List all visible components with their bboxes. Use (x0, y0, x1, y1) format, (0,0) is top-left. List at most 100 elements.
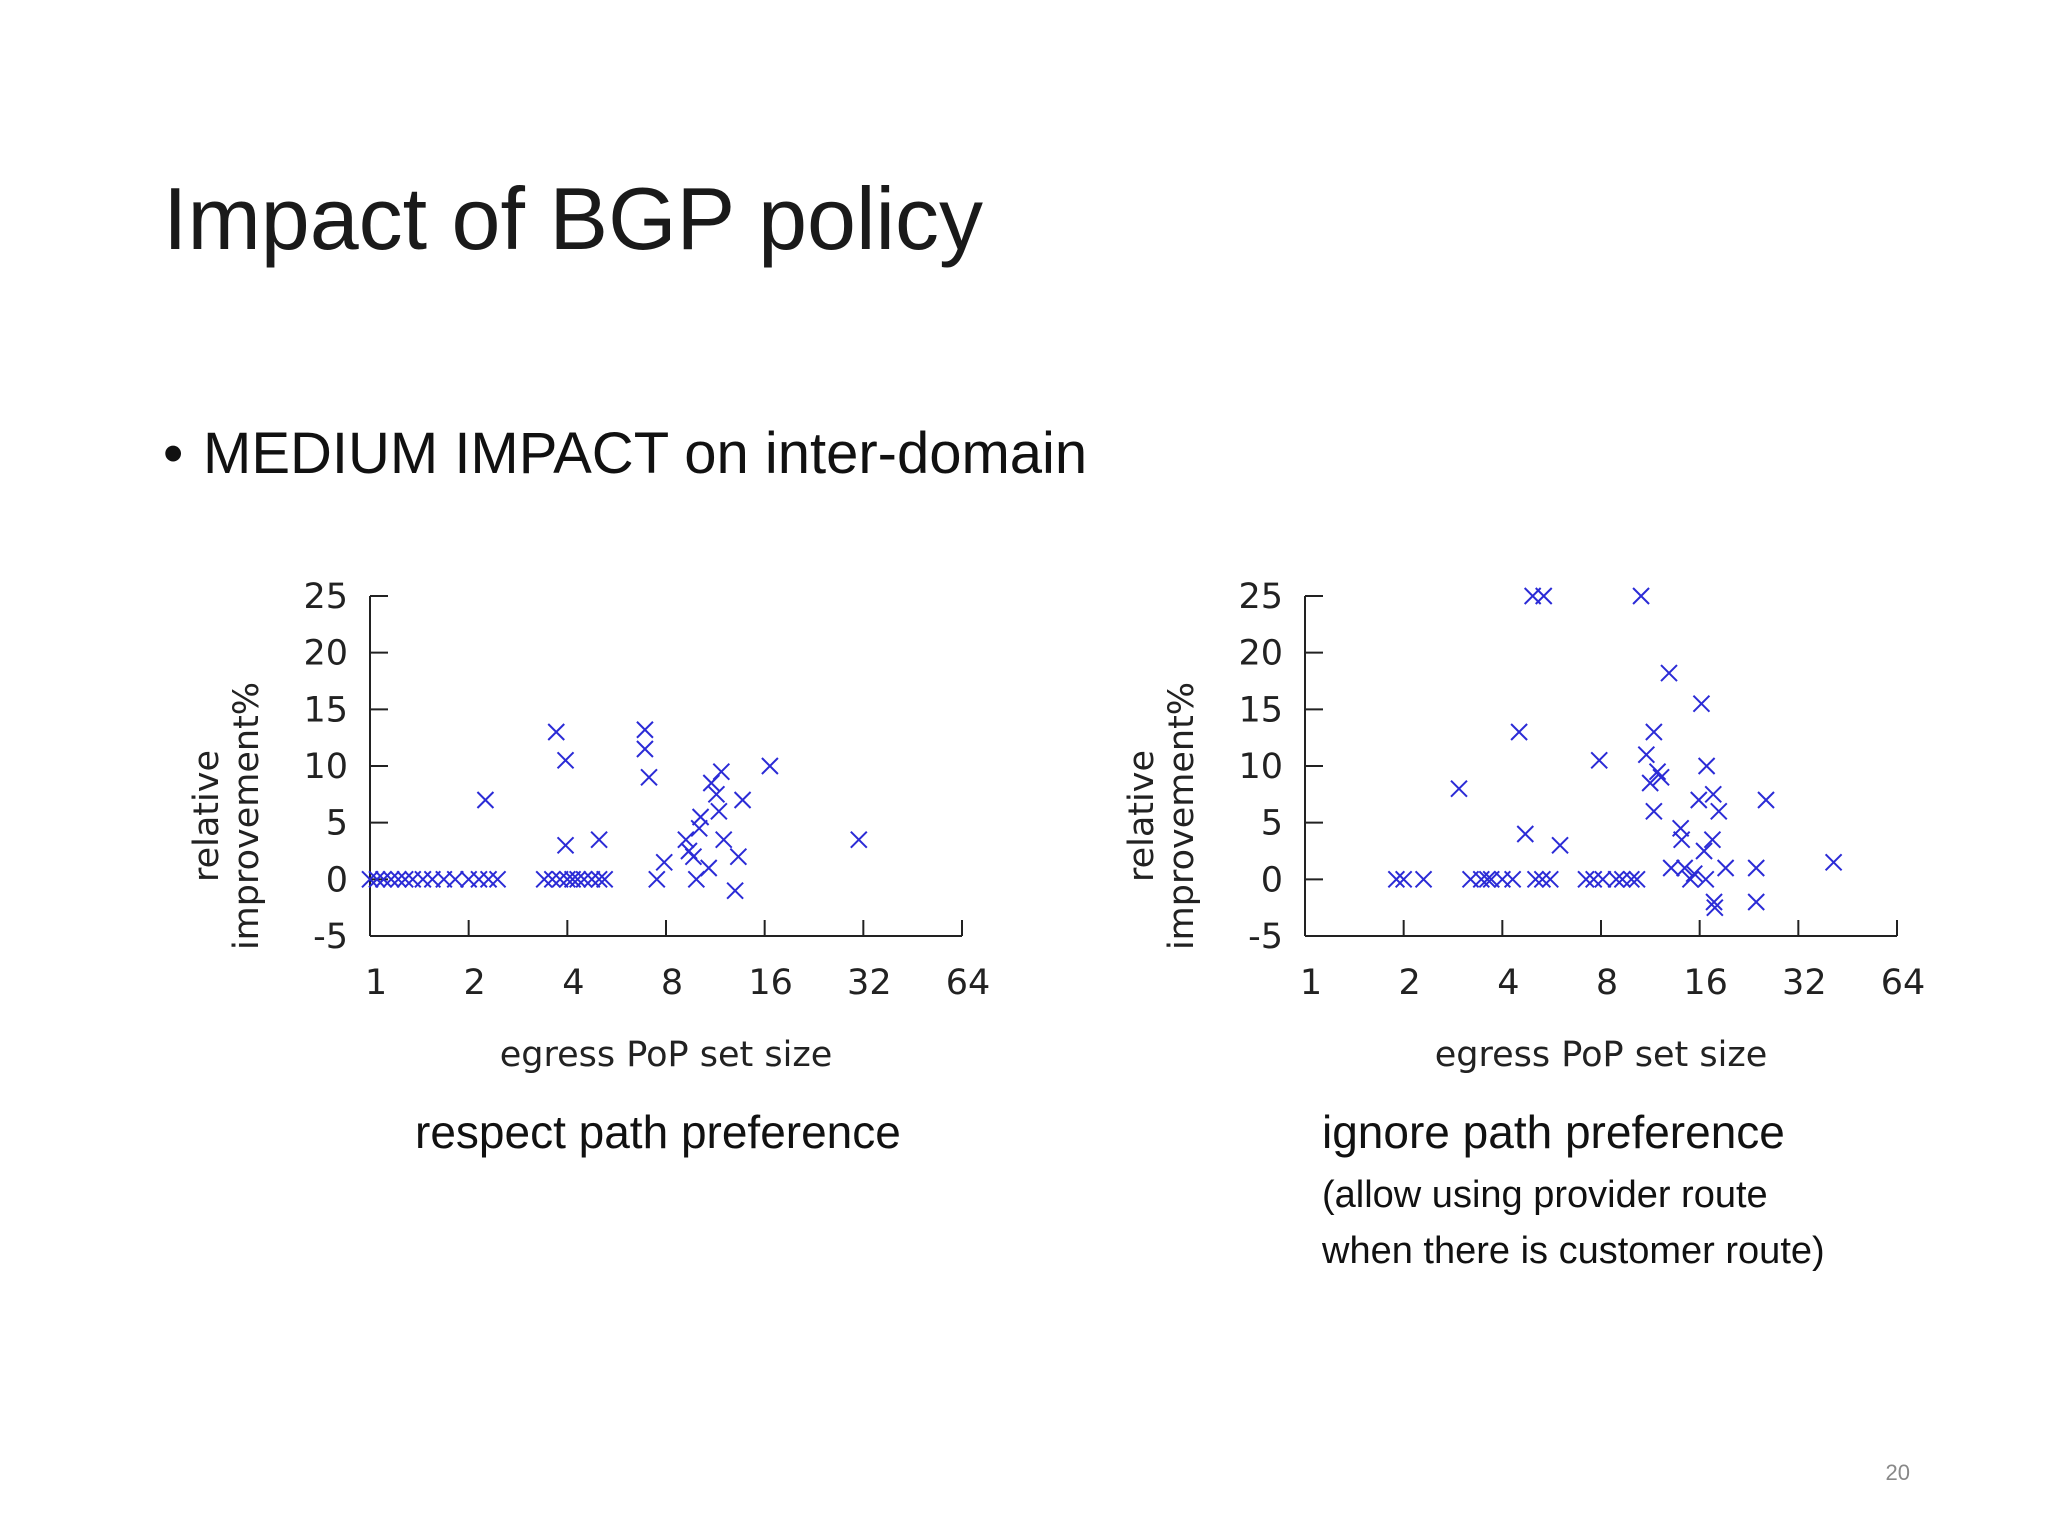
data-point-marker (1622, 870, 1641, 889)
y-tick-label: 15 (303, 690, 348, 730)
x-tick-label: 32 (1782, 963, 1827, 1003)
scatter-chart-respect: -5 0 5 10 15 20 25 1 2 4 8 16 32 64 egress PoP set siz… (187, 577, 991, 1075)
data-point-marker (1648, 762, 1667, 781)
y-tick-label: 0 (1261, 860, 1283, 900)
data-point-marker (551, 870, 569, 889)
y-tick-label: 0 (326, 860, 348, 900)
data-point-marker (850, 830, 868, 849)
data-point-marker (1757, 791, 1775, 809)
x-tick-label: 64 (1881, 963, 1926, 1003)
data-point-marker (479, 870, 498, 889)
x-tick-label: 1 (1300, 963, 1322, 1003)
y-axis-label-line: relative (187, 750, 227, 882)
data-point-marker (1613, 870, 1632, 889)
x-tick-label: 8 (1596, 963, 1618, 1003)
data-point-marker (1685, 864, 1703, 883)
data-point-marker (1526, 870, 1545, 889)
data-point-marker (389, 870, 408, 889)
page-number: 20 (1885, 1460, 1910, 1485)
y-tick-label: 5 (326, 804, 348, 844)
data-point-marker (1662, 859, 1680, 877)
bullet-text: MEDIUM IMPACT on inter-domain (203, 421, 1088, 486)
data-point-marker (1645, 723, 1663, 741)
data-point-marker (1535, 587, 1553, 605)
data-point-marker (543, 870, 562, 889)
caption-ignore-sub-1: (allow using provider route (1322, 1174, 1768, 1216)
data-point-marker (396, 870, 414, 889)
data-point-marker (1710, 802, 1728, 821)
slide-title: Impact of BGP policy (163, 169, 984, 268)
y-tick-label: 20 (1238, 634, 1283, 674)
data-point-marker (707, 785, 726, 804)
data-point-marker (382, 870, 400, 889)
caption-respect: respect path preference (415, 1106, 901, 1158)
x-tick-label: 16 (748, 963, 793, 1003)
data-point-marker (1706, 898, 1724, 917)
data-point-marker (715, 830, 733, 849)
data-point-marker (1503, 870, 1522, 889)
data-point-marker (636, 721, 654, 739)
x-tick-label: 64 (946, 963, 991, 1003)
bullet-item: • MEDIUM IMPACT on inter-domain (163, 420, 1087, 487)
data-point-marker (1697, 870, 1715, 889)
data-point-marker (1675, 859, 1694, 877)
data-point-marker (640, 768, 658, 787)
x-tick-label: 4 (562, 963, 584, 1003)
caption-ignore-sub-2: when there is customer route) (1322, 1230, 1825, 1272)
data-point-marker (1652, 768, 1670, 787)
y-tick-label: 5 (1261, 804, 1283, 844)
data-point-marker (1510, 723, 1528, 741)
data-point-marker (1450, 779, 1468, 798)
data-point-marker (726, 881, 744, 900)
data-point-marker (1594, 870, 1612, 889)
bullet-dot: • (163, 421, 184, 486)
y-tick-label: 25 (303, 577, 348, 617)
data-point-marker (568, 870, 587, 889)
x-tick-label: 16 (1683, 963, 1728, 1003)
data-point-marker (446, 870, 464, 889)
data-point-marker (1690, 791, 1708, 809)
data-point-marker (547, 723, 565, 741)
data-point-marker (677, 830, 695, 849)
data-point-marker (1632, 587, 1650, 605)
y-axis-label: relative improvement% (187, 682, 267, 950)
data-point-marker (1387, 870, 1406, 889)
data-point-marker (590, 830, 608, 849)
y-tick-label: 20 (303, 634, 348, 674)
data-point-marker (1703, 830, 1722, 849)
data-point-marker (1695, 842, 1713, 860)
y-axis-label-line: improvement% (1162, 682, 1202, 950)
data-point-marker (648, 870, 666, 889)
data-point-marker (1478, 870, 1497, 889)
x-axis-label: egress PoP set size (1435, 1035, 1767, 1075)
data-point-marker (1704, 785, 1722, 804)
data-point-marker (1672, 830, 1691, 849)
y-axis-label-line: relative (1122, 750, 1162, 882)
data-point-marker (476, 791, 495, 809)
x-tick-label: 32 (847, 963, 892, 1003)
x-tick-label: 4 (1497, 963, 1519, 1003)
data-point-marker (700, 859, 718, 877)
data-point-marker (761, 757, 779, 775)
data-point-marker (733, 791, 752, 809)
data-point-marker (470, 870, 488, 889)
data-point-marker (1533, 870, 1552, 889)
data-point-marker (710, 802, 728, 821)
y-tick-label: 10 (1238, 747, 1283, 787)
x-axis-label: egress PoP set size (500, 1035, 832, 1075)
data-point-marker (1637, 745, 1656, 764)
data-point-marker (595, 870, 614, 889)
data-point-marker (1705, 893, 1723, 911)
data-point-marker (1645, 802, 1663, 821)
data-point-marker (556, 836, 575, 855)
y-tick-label: -5 (313, 917, 348, 957)
y-tick-label: 10 (303, 747, 348, 787)
data-point-marker (655, 853, 673, 872)
x-tick-label: 8 (661, 963, 683, 1003)
data-point-marker (1516, 825, 1534, 843)
data-point-marker (1747, 893, 1765, 911)
data-point-marker (575, 870, 593, 889)
y-axis-label: relative improvement% (1122, 682, 1202, 950)
data-point-marker (1692, 694, 1711, 713)
y-tick-label: -5 (1248, 917, 1283, 957)
